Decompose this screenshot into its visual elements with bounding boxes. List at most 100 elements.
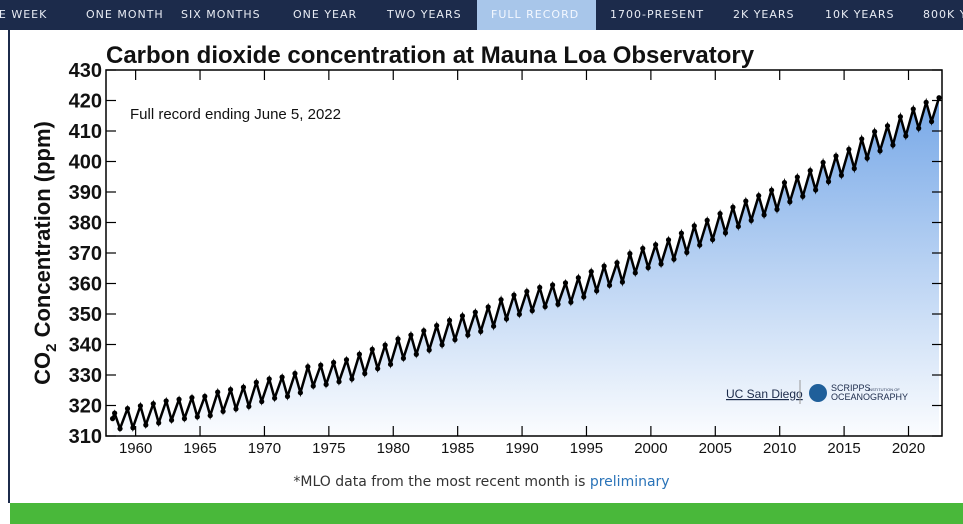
data-point <box>511 292 517 298</box>
data-point <box>240 384 247 390</box>
area <box>112 97 940 437</box>
data-point <box>601 263 607 269</box>
data-point <box>478 328 484 334</box>
data-point <box>653 242 659 248</box>
data-point <box>375 365 381 372</box>
data-point <box>408 332 414 338</box>
footnote: *MLO data from the most recent month is … <box>0 474 963 490</box>
frame-border <box>8 30 10 503</box>
data-point <box>794 174 800 180</box>
data-point <box>220 408 226 414</box>
data-point <box>825 179 832 185</box>
data-point <box>297 390 303 396</box>
data-point <box>606 282 613 288</box>
data-point <box>485 304 491 310</box>
data-point <box>143 422 149 428</box>
data-point <box>923 99 929 105</box>
y-label-main: CO <box>30 352 55 385</box>
annotation: Full record ending June 5, 2022 <box>130 106 341 123</box>
y-tick-label: 360 <box>69 274 102 296</box>
data-point <box>614 260 620 266</box>
data-point <box>395 336 401 342</box>
data-point <box>176 396 182 402</box>
footnote-text: *MLO data from the most recent month is <box>293 474 590 490</box>
data-point <box>658 261 664 267</box>
x-tick-label: 2010 <box>763 440 796 457</box>
data-point <box>838 172 844 178</box>
data-point <box>246 403 252 410</box>
nav-tab[interactable]: FULL RECORD <box>477 0 596 30</box>
green-banner <box>10 503 963 524</box>
data-point <box>813 187 819 193</box>
nav-tab[interactable]: TWO YEARS <box>387 8 462 21</box>
data-point <box>684 249 690 255</box>
y-label-rest: Concentration (ppm) <box>30 121 55 343</box>
data-point <box>800 193 806 199</box>
data-point <box>575 275 581 281</box>
data-point <box>872 129 878 135</box>
data-point <box>529 308 535 314</box>
data-point <box>555 301 561 307</box>
data-point <box>194 414 200 420</box>
data-point <box>537 284 543 291</box>
data-point <box>434 322 440 329</box>
data-point <box>581 294 587 300</box>
data-point <box>709 236 716 243</box>
data-point <box>421 328 427 334</box>
data-point <box>704 217 710 223</box>
data-point <box>189 394 195 401</box>
data-point <box>524 288 530 295</box>
y-axis-label: CO2 Concentration (ppm) <box>30 121 60 385</box>
data-point <box>279 374 285 380</box>
ucsd-logo: UC San Diego <box>726 387 803 401</box>
data-point <box>253 379 259 385</box>
data-point <box>787 199 793 205</box>
data-point <box>859 136 865 142</box>
data-point <box>916 125 922 131</box>
y-tick-label: 390 <box>69 182 102 204</box>
data-point <box>387 361 394 367</box>
data-point <box>864 155 870 161</box>
nav-tab[interactable]: 1700-PRESENT <box>610 8 705 21</box>
y-tick-label: 330 <box>69 365 102 387</box>
data-point <box>109 416 116 422</box>
data-point <box>756 193 762 199</box>
data-point <box>936 95 942 101</box>
nav-tab[interactable]: 2K YEARS <box>733 8 795 21</box>
data-point <box>318 362 324 368</box>
data-point <box>472 309 478 315</box>
data-point <box>722 230 729 236</box>
nav-tab[interactable]: ONE WEEK <box>0 8 48 21</box>
nav-tab[interactable]: ONE YEAR <box>293 8 358 21</box>
data-point <box>272 395 278 401</box>
nav-tab[interactable]: ONE MONTH <box>86 8 164 21</box>
y-tick-label: 340 <box>69 335 102 357</box>
data-point <box>820 159 826 166</box>
data-point <box>807 168 813 174</box>
data-point <box>130 425 136 431</box>
data-point <box>382 342 388 348</box>
x-tick-label: 2000 <box>634 440 667 457</box>
nav-tab[interactable]: 800K YEARS <box>923 8 963 21</box>
data-point <box>331 359 337 366</box>
preliminary-link[interactable]: preliminary <box>589 474 670 490</box>
data-point <box>890 142 896 148</box>
data-point <box>349 376 355 382</box>
y-tick-label: 410 <box>69 121 102 143</box>
data-point <box>459 313 466 319</box>
data-point <box>112 410 118 416</box>
data-point <box>207 412 213 419</box>
data-point <box>568 299 574 305</box>
data-point <box>266 376 272 382</box>
data-point <box>491 323 497 329</box>
y-tick-label: 320 <box>69 396 102 418</box>
data-point <box>452 337 458 343</box>
data-point <box>645 265 651 271</box>
nav-tab[interactable]: SIX MONTHS <box>181 8 261 21</box>
data-point <box>851 165 857 172</box>
data-point <box>665 237 672 243</box>
x-tick-label: 2015 <box>827 440 860 457</box>
nav-tab[interactable]: 10K YEARS <box>825 8 895 21</box>
data-point <box>735 223 741 230</box>
y-tick-label: 370 <box>69 243 102 265</box>
